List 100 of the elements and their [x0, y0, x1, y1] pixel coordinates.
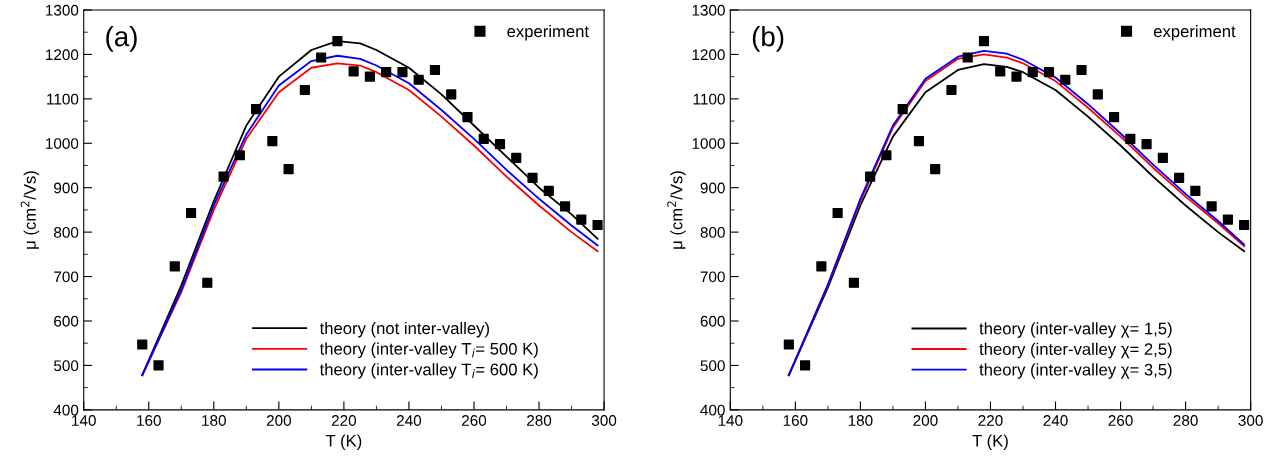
point [527, 172, 538, 184]
y-tick-label: 400 [700, 404, 725, 416]
point [1141, 139, 1152, 150]
point [543, 185, 554, 196]
point [592, 219, 603, 231]
x-tick-label: 300 [591, 415, 617, 426]
y-tick-label: 500 [53, 360, 79, 372]
point [783, 339, 794, 350]
point [283, 163, 294, 175]
y-tick-label: 1300 [46, 4, 79, 16]
point [1011, 71, 1022, 82]
legend-label: experiment [1153, 25, 1236, 41]
x-tick-label: 180 [202, 415, 226, 426]
legend-label: theory (inter-valley χ= 3,5) [979, 363, 1172, 379]
x-tick-label: 160 [783, 415, 808, 426]
point [316, 52, 327, 63]
point [1092, 89, 1103, 100]
point [848, 277, 859, 288]
y-tick-label: 1100 [693, 93, 725, 105]
y-tick-label: 900 [700, 182, 725, 194]
y-tick-label: 1200 [692, 49, 725, 61]
legend-label: experiment [507, 25, 589, 41]
point [413, 74, 424, 85]
point [381, 67, 392, 78]
x-tick-label: 140 [718, 415, 743, 426]
x-tick-label: 180 [848, 415, 873, 426]
point [299, 84, 310, 96]
y-axis-title: μ (cm$^{2}$/Vs) [20, 171, 40, 249]
x-tick-label: 140 [72, 415, 96, 426]
point [494, 139, 506, 150]
point [1190, 185, 1201, 196]
x-tick-label: 220 [978, 415, 1003, 426]
y-tick-label: 600 [54, 315, 79, 327]
point [169, 261, 180, 272]
point [946, 84, 957, 96]
point [1125, 133, 1136, 144]
point [1076, 64, 1087, 76]
point [348, 66, 359, 77]
x-axis-title: T (K) [972, 434, 1008, 451]
point [978, 36, 990, 47]
x-tick-label: 220 [331, 415, 357, 426]
point [185, 207, 197, 219]
point [234, 150, 245, 161]
y-tick-label: 800 [700, 227, 725, 238]
point [137, 339, 148, 350]
point [1174, 172, 1185, 184]
y-tick-label: 700 [700, 271, 725, 283]
point [865, 171, 876, 182]
point [995, 66, 1006, 77]
point [1027, 67, 1038, 78]
x-tick-label: 260 [462, 415, 487, 426]
point [576, 214, 587, 225]
y-tick-label: 900 [54, 182, 79, 194]
legend-label: theory (inter-valley χ= 2,5) [979, 342, 1172, 359]
x-tick-label: 260 [1108, 415, 1133, 426]
x-tick-label: 280 [1173, 415, 1198, 426]
point [153, 360, 164, 371]
point [913, 135, 925, 147]
point [511, 152, 522, 164]
point [1222, 214, 1233, 225]
point [1060, 74, 1071, 85]
point [267, 135, 278, 147]
y-tick-label: 1000 [692, 138, 725, 149]
point [397, 67, 408, 78]
x-tick-label: 280 [527, 415, 552, 426]
legend-label: theory (inter-valley T$_{i}$= 600 K) [319, 363, 538, 379]
x-tick-label: 160 [137, 415, 161, 426]
point [446, 89, 457, 100]
point [478, 133, 489, 144]
legend-label: theory (inter-valley T$_{i}$= 500 K) [319, 342, 538, 359]
annotation: (b) [752, 25, 784, 52]
y-tick-label: 1100 [47, 93, 79, 105]
annotation: (a) [106, 25, 137, 52]
point [816, 261, 827, 272]
y-tick-label: 800 [54, 227, 79, 238]
point [1206, 201, 1217, 212]
legend-label: theory (inter-valley χ= 1,5) [979, 322, 1172, 338]
x-tick-label: 200 [913, 415, 938, 426]
x-tick-label: 240 [1043, 415, 1068, 426]
y-tick-label: 500 [700, 360, 725, 372]
point [559, 201, 571, 212]
y-tick-label: 1300 [692, 4, 725, 16]
x-tick-label: 200 [266, 415, 291, 426]
point [218, 171, 229, 182]
x-axis-title: T (K) [325, 434, 362, 451]
point [250, 103, 262, 115]
y-tick-label: 700 [54, 271, 79, 283]
point [429, 64, 441, 76]
y-tick-label: 1000 [46, 138, 79, 149]
x-tick-label: 300 [1238, 415, 1263, 426]
legend-label: theory (not inter-valley) [319, 321, 489, 338]
point [332, 36, 343, 47]
y-tick-label: 400 [53, 404, 79, 416]
point [1239, 219, 1250, 231]
point [962, 52, 973, 63]
point [202, 277, 213, 288]
x-tick-label: 240 [396, 415, 422, 426]
point [364, 71, 376, 82]
point [881, 150, 892, 161]
y-axis-title: μ (cm$^{2}$/Vs) [667, 171, 686, 249]
